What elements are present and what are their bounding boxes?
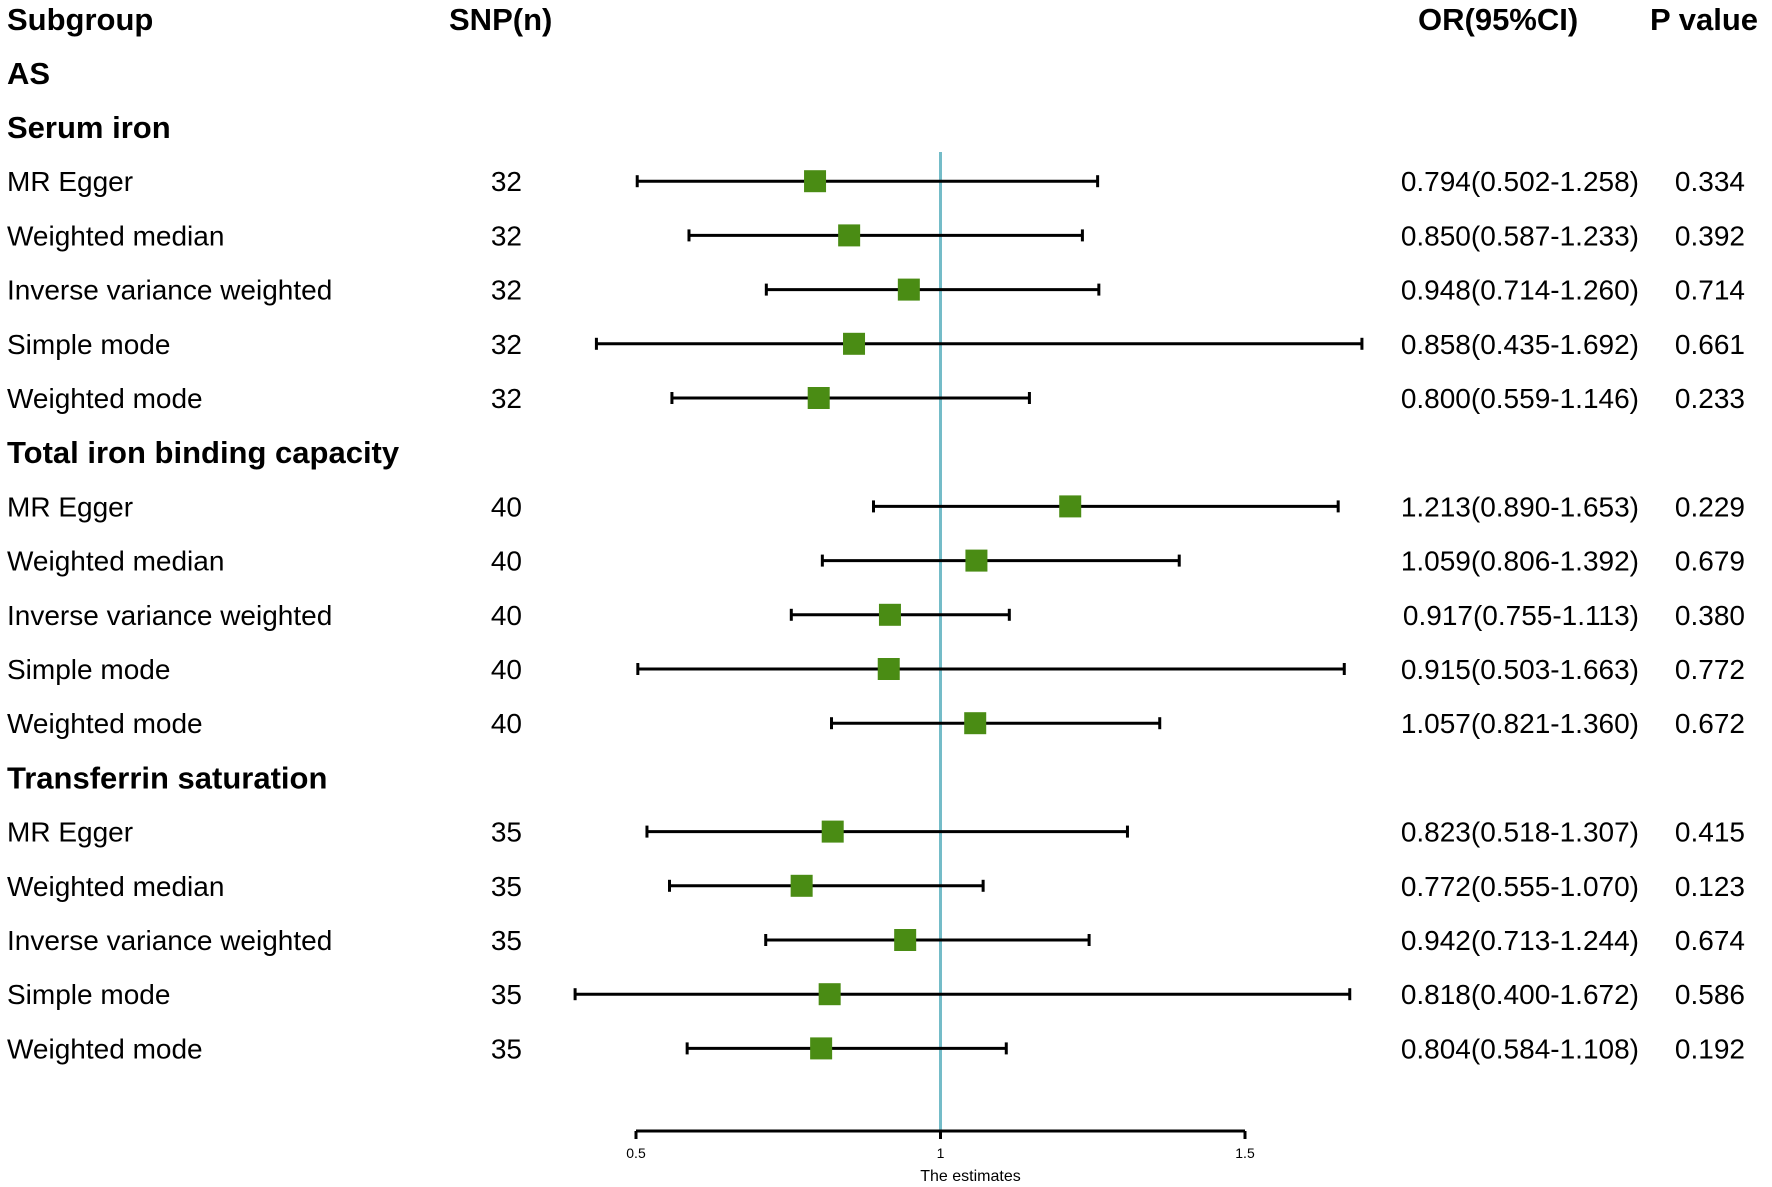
or-ci-text: 0.917(0.755-1.113): [1403, 600, 1639, 631]
or-point-marker: [964, 712, 987, 735]
or-ci-text: 0.942(0.713-1.244): [1401, 925, 1639, 956]
method-label: Simple mode: [7, 654, 170, 685]
or-ci-text: 1.213(0.890-1.653): [1401, 491, 1639, 522]
method-label: Simple mode: [7, 979, 170, 1010]
or-ci-text: 1.059(0.806-1.392): [1401, 546, 1639, 577]
p-value-text: 0.586: [1675, 979, 1745, 1010]
snp-count: 32: [491, 275, 522, 306]
snp-count: 35: [491, 979, 522, 1010]
or-point-marker: [1059, 495, 1082, 518]
method-label: Weighted median: [7, 220, 224, 251]
p-value-text: 0.192: [1675, 1033, 1745, 1064]
header-p-value: P value: [1650, 2, 1758, 37]
snp-count: 32: [491, 383, 522, 414]
or-point-marker: [810, 1037, 833, 1060]
header-subgroup: Subgroup: [7, 2, 153, 37]
header-row: Subgroup SNP(n) OR(95%CI) P value: [7, 2, 1758, 37]
header-snp: SNP(n): [449, 2, 552, 37]
or-point-marker: [804, 170, 827, 193]
method-label: Inverse variance weighted: [7, 600, 332, 631]
x-tick-label: 1: [937, 1145, 945, 1161]
or-point-marker: [897, 278, 920, 301]
method-label: MR Egger: [7, 166, 133, 197]
x-tick-label: 0.5: [626, 1145, 646, 1161]
p-value-text: 0.772: [1675, 654, 1745, 685]
method-label: Weighted mode: [7, 1033, 203, 1064]
p-value-text: 0.123: [1675, 871, 1745, 902]
or-ci-text: 0.948(0.714-1.260): [1401, 275, 1639, 306]
or-point-marker: [821, 820, 844, 843]
snp-count: 40: [491, 708, 522, 739]
group-label: Transferrin saturation: [7, 760, 327, 795]
or-point-marker: [818, 983, 841, 1006]
group-label: Serum iron: [7, 110, 171, 145]
snp-count: 32: [491, 329, 522, 360]
p-value-text: 0.392: [1675, 220, 1745, 251]
header-or: OR(95%CI): [1418, 2, 1578, 37]
p-value-text: 0.672: [1675, 708, 1745, 739]
p-value-text: 0.714: [1675, 275, 1745, 306]
method-label: Weighted mode: [7, 708, 203, 739]
snp-count: 32: [491, 166, 522, 197]
p-value-text: 0.233: [1675, 383, 1745, 414]
or-point-marker: [807, 387, 830, 409]
or-ci-text: 0.858(0.435-1.692): [1401, 329, 1639, 360]
x-tick-label: 1.5: [1235, 1145, 1255, 1161]
or-ci-text: 0.823(0.518-1.307): [1401, 817, 1639, 848]
or-ci-text: 0.804(0.584-1.108): [1401, 1033, 1639, 1064]
or-point-marker: [843, 332, 866, 355]
method-label: Weighted mode: [7, 383, 203, 414]
method-label: Weighted median: [7, 871, 224, 902]
group-label: Total iron binding capacity: [7, 435, 400, 470]
p-value-text: 0.229: [1675, 491, 1745, 522]
or-ci-text: 0.772(0.555-1.070): [1401, 871, 1639, 902]
or-ci-text: 0.850(0.587-1.233): [1401, 220, 1639, 251]
or-point-marker: [790, 874, 813, 897]
x-axis: 0.5 1 1.5 The estimates: [626, 1129, 1255, 1185]
or-point-marker: [894, 929, 917, 951]
snp-count: 40: [491, 600, 522, 631]
snp-count: 35: [491, 1033, 522, 1064]
method-label: Inverse variance weighted: [7, 275, 332, 306]
or-point-marker: [838, 224, 861, 247]
method-label: Simple mode: [7, 329, 170, 360]
or-ci-text: 0.818(0.400-1.672): [1401, 979, 1639, 1010]
p-value-text: 0.674: [1675, 925, 1745, 956]
snp-count: 35: [491, 925, 522, 956]
method-label: MR Egger: [7, 817, 133, 848]
snp-count: 40: [491, 654, 522, 685]
p-value-text: 0.334: [1675, 166, 1745, 197]
p-value-text: 0.661: [1675, 329, 1745, 360]
snp-count: 35: [491, 871, 522, 902]
p-value-text: 0.380: [1675, 600, 1745, 631]
or-ci-text: 0.800(0.559-1.146): [1401, 383, 1639, 414]
x-axis-label: The estimates: [920, 1168, 1020, 1185]
snp-count: 32: [491, 220, 522, 251]
or-point-marker: [965, 549, 988, 572]
method-label: Inverse variance weighted: [7, 925, 332, 956]
or-point-marker: [878, 603, 901, 626]
or-ci-text: 0.915(0.503-1.663): [1401, 654, 1639, 685]
or-ci-text: 0.794(0.502-1.258): [1401, 166, 1639, 197]
p-value-text: 0.415: [1675, 817, 1745, 848]
method-label: MR Egger: [7, 491, 133, 522]
rows-layer: Serum iron MR Egger 32 0.794(0.502-1.258) 0.…: [7, 110, 1745, 1064]
snp-count: 40: [491, 546, 522, 577]
or-ci-text: 1.057(0.821-1.360): [1401, 708, 1639, 739]
method-label: Weighted median: [7, 546, 224, 577]
outcome-label: AS: [7, 56, 50, 91]
snp-count: 40: [491, 491, 522, 522]
or-point-marker: [877, 658, 900, 680]
snp-count: 35: [491, 817, 522, 848]
p-value-text: 0.679: [1675, 546, 1745, 577]
